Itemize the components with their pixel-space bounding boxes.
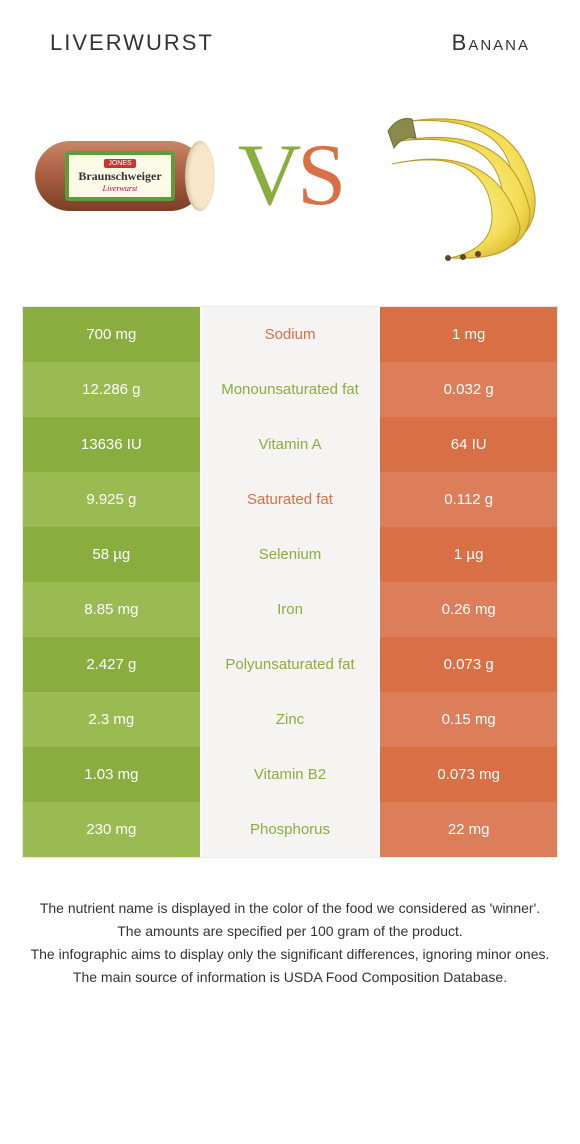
left-food-image: JONES Braunschweiger Liverwurst xyxy=(30,106,210,246)
nutrient-name: Phosphorus xyxy=(202,802,381,857)
footer-line-3: The infographic aims to display only the… xyxy=(28,944,552,965)
nutrient-comparison-table: 700 mgSodium1 mg12.286 gMonounsaturated … xyxy=(22,306,558,858)
nutrient-name: Polyunsaturated fat xyxy=(202,637,381,692)
left-value: 12.286 g xyxy=(23,362,202,417)
footer-line-1: The nutrient name is displayed in the co… xyxy=(28,898,552,919)
table-row: 8.85 mgIron0.26 mg xyxy=(23,582,557,637)
nutrient-name: Vitamin A xyxy=(202,417,381,472)
left-value: 9.925 g xyxy=(23,472,202,527)
left-value: 58 µg xyxy=(23,527,202,582)
footer-notes: The nutrient name is displayed in the co… xyxy=(0,898,580,988)
right-value: 1 mg xyxy=(380,307,557,362)
left-value: 2.427 g xyxy=(23,637,202,692)
left-value: 13636 IU xyxy=(23,417,202,472)
table-row: 700 mgSodium1 mg xyxy=(23,307,557,362)
left-value: 1.03 mg xyxy=(23,747,202,802)
left-value: 700 mg xyxy=(23,307,202,362)
nutrient-name: Selenium xyxy=(202,527,381,582)
right-value: 0.112 g xyxy=(380,472,557,527)
right-value: 64 IU xyxy=(380,417,557,472)
table-row: 12.286 gMonounsaturated fat0.032 g xyxy=(23,362,557,417)
liverwurst-brand: JONES xyxy=(104,159,135,168)
footer-line-4: The main source of information is USDA F… xyxy=(28,967,552,988)
hero-section: JONES Braunschweiger Liverwurst VS xyxy=(0,66,580,306)
left-value: 8.85 mg xyxy=(23,582,202,637)
vs-text: VS xyxy=(238,132,343,220)
table-row: 9.925 gSaturated fat0.112 g xyxy=(23,472,557,527)
liverwurst-sub: Liverwurst xyxy=(103,184,138,193)
right-value: 0.15 mg xyxy=(380,692,557,747)
table-row: 2.427 gPolyunsaturated fat0.073 g xyxy=(23,637,557,692)
right-food-title: Banana xyxy=(452,30,530,56)
comparison-header: LIVERWURST Banana xyxy=(0,0,580,66)
left-value: 230 mg xyxy=(23,802,202,857)
right-value: 0.073 mg xyxy=(380,747,557,802)
vs-v: V xyxy=(238,127,298,224)
liverwurst-name: Braunschweiger xyxy=(78,169,161,184)
footer-line-2: The amounts are specified per 100 gram o… xyxy=(28,921,552,942)
nutrient-name: Zinc xyxy=(202,692,381,747)
banana-illustration xyxy=(370,86,550,266)
left-value: 2.3 mg xyxy=(23,692,202,747)
table-row: 230 mgPhosphorus22 mg xyxy=(23,802,557,857)
table-row: 1.03 mgVitamin B20.073 mg xyxy=(23,747,557,802)
vs-s: S xyxy=(297,127,342,224)
table-row: 2.3 mgZinc0.15 mg xyxy=(23,692,557,747)
right-food-image xyxy=(370,106,550,246)
nutrient-name: Monounsaturated fat xyxy=(202,362,381,417)
nutrient-name: Sodium xyxy=(202,307,381,362)
right-value: 22 mg xyxy=(380,802,557,857)
liverwurst-illustration: JONES Braunschweiger Liverwurst xyxy=(35,141,205,211)
nutrient-name: Iron xyxy=(202,582,381,637)
left-food-title: LIVERWURST xyxy=(50,30,214,56)
right-value: 1 µg xyxy=(380,527,557,582)
table-row: 13636 IUVitamin A64 IU xyxy=(23,417,557,472)
right-value: 0.032 g xyxy=(380,362,557,417)
right-value: 0.073 g xyxy=(380,637,557,692)
table-row: 58 µgSelenium1 µg xyxy=(23,527,557,582)
nutrient-name: Vitamin B2 xyxy=(202,747,381,802)
right-value: 0.26 mg xyxy=(380,582,557,637)
nutrient-name: Saturated fat xyxy=(202,472,381,527)
